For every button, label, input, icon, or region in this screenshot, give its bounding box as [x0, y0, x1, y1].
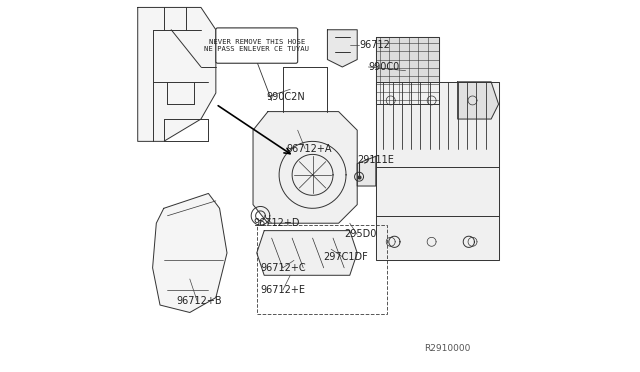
Polygon shape: [328, 30, 357, 67]
Polygon shape: [253, 112, 357, 223]
Bar: [257, 225, 387, 314]
Text: 29111E: 29111E: [357, 155, 394, 165]
Text: 990C2N: 990C2N: [266, 92, 305, 102]
Text: 297C1DF: 297C1DF: [324, 252, 369, 262]
Text: 96712+E: 96712+E: [260, 285, 305, 295]
Text: 96712+A: 96712+A: [287, 144, 332, 154]
Polygon shape: [257, 231, 357, 275]
Polygon shape: [458, 82, 499, 119]
Text: 295D0: 295D0: [344, 230, 376, 239]
Polygon shape: [152, 193, 227, 312]
Text: NEVER REMOVE THIS HOSE
NE PASS ENLEVER CE TUYAU: NEVER REMOVE THIS HOSE NE PASS ENLEVER C…: [204, 39, 309, 52]
FancyBboxPatch shape: [216, 28, 298, 63]
Text: 990C0: 990C0: [369, 62, 399, 72]
Text: 96712+B: 96712+B: [177, 296, 223, 306]
Text: 96712: 96712: [359, 40, 390, 49]
Text: 96712+C: 96712+C: [260, 263, 306, 273]
Polygon shape: [376, 37, 439, 104]
Text: 96712+D: 96712+D: [253, 218, 300, 228]
Polygon shape: [376, 82, 499, 260]
Polygon shape: [357, 156, 376, 186]
Polygon shape: [138, 7, 216, 141]
Text: R2910000: R2910000: [424, 344, 470, 353]
